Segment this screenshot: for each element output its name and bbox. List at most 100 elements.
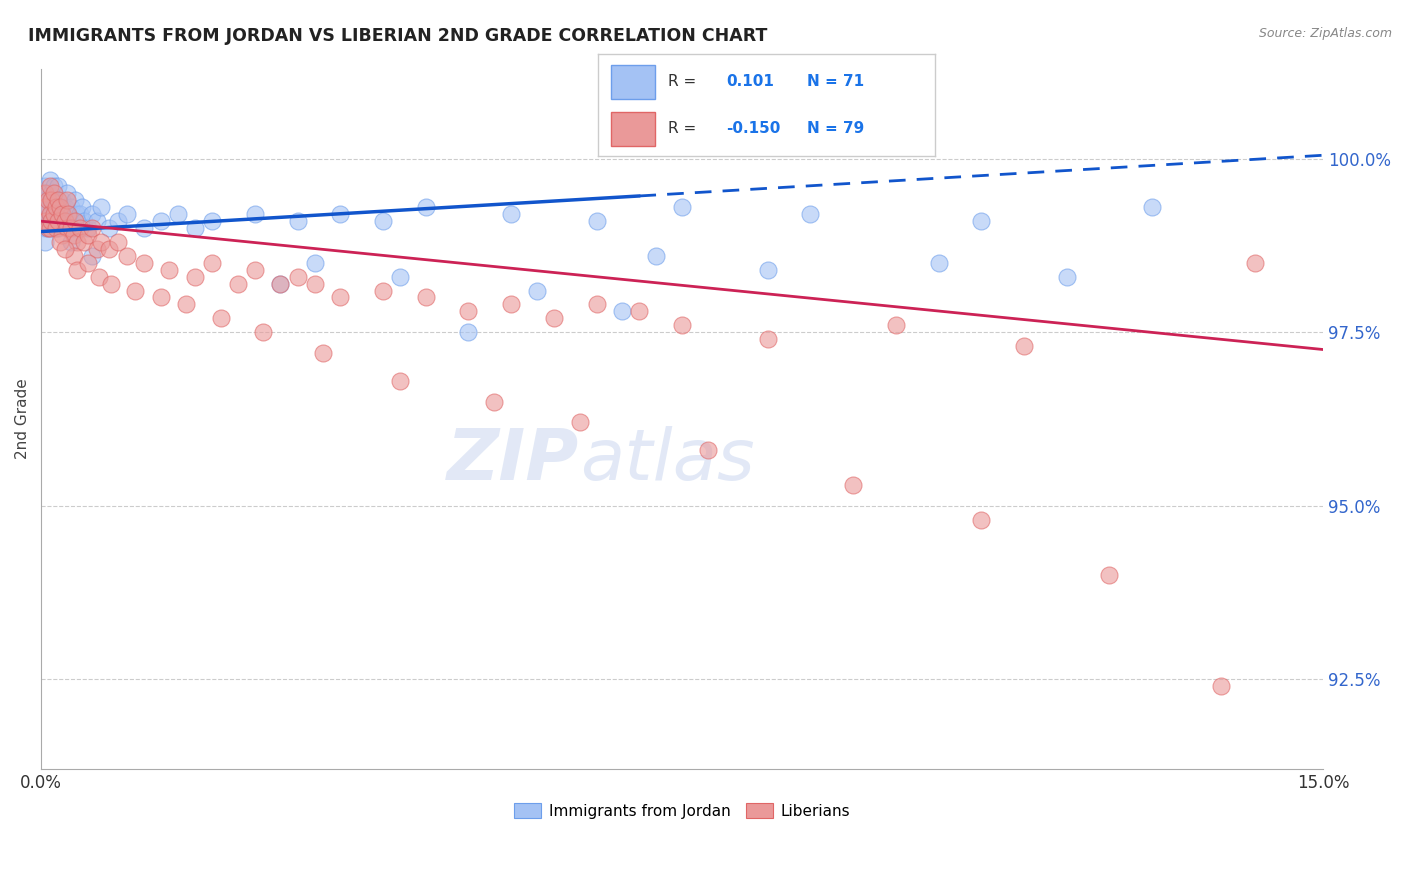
Point	[49, 200, 72, 214]
Point	[62, 249, 84, 263]
Point	[66, 262, 89, 277]
Point	[329, 207, 352, 221]
Point	[34, 194, 56, 208]
Point	[53, 214, 76, 228]
Point	[53, 200, 76, 214]
Point	[176, 297, 198, 311]
Point	[46, 200, 69, 214]
Point	[415, 200, 437, 214]
Point	[671, 200, 693, 214]
Text: R =: R =	[668, 74, 696, 88]
Point	[66, 207, 89, 221]
Point	[482, 394, 505, 409]
Point	[42, 200, 65, 214]
Point	[41, 207, 63, 221]
Point	[37, 221, 59, 235]
Point	[132, 256, 155, 270]
Point	[55, 194, 77, 208]
Point	[89, 269, 111, 284]
Point	[73, 235, 96, 249]
Point	[115, 207, 138, 221]
Point	[37, 186, 59, 201]
Point	[157, 262, 180, 277]
Text: atlas: atlas	[579, 426, 754, 495]
Point	[41, 186, 63, 201]
Point	[201, 214, 224, 228]
Point	[1140, 200, 1163, 214]
Point	[1243, 256, 1265, 270]
Point	[98, 221, 121, 235]
Point	[73, 214, 96, 228]
Point	[58, 207, 80, 221]
Point	[645, 249, 668, 263]
Point	[543, 311, 565, 326]
Point	[389, 374, 412, 388]
Point	[167, 207, 190, 221]
Point	[42, 186, 65, 201]
Point	[38, 207, 60, 221]
Point	[82, 249, 104, 263]
Point	[34, 221, 56, 235]
Point	[45, 221, 67, 235]
Point	[304, 277, 326, 291]
Text: ZIP: ZIP	[447, 426, 579, 495]
Point	[42, 207, 65, 221]
Point	[34, 179, 56, 194]
Point	[201, 256, 224, 270]
Point	[671, 318, 693, 333]
Point	[55, 186, 77, 201]
Point	[799, 207, 821, 221]
Point	[415, 291, 437, 305]
Point	[252, 325, 274, 339]
Point	[34, 207, 56, 221]
Point	[66, 235, 89, 249]
Point	[46, 179, 69, 194]
Point	[184, 269, 207, 284]
FancyBboxPatch shape	[612, 112, 655, 145]
Point	[98, 242, 121, 256]
Point	[34, 186, 56, 201]
Point	[82, 221, 104, 235]
Point	[45, 214, 67, 228]
Point	[568, 416, 591, 430]
Point	[209, 311, 232, 326]
Point	[287, 214, 309, 228]
Point	[970, 512, 993, 526]
Text: -0.150: -0.150	[725, 121, 780, 136]
Point	[756, 332, 779, 346]
Point	[49, 235, 72, 249]
Point	[1098, 568, 1121, 582]
Point	[53, 242, 76, 256]
Point	[58, 207, 80, 221]
Point	[34, 235, 56, 249]
Point	[55, 221, 77, 235]
Point	[62, 228, 84, 243]
Point	[628, 304, 651, 318]
Text: 0.101: 0.101	[725, 74, 773, 88]
Point	[51, 214, 73, 228]
Point	[457, 304, 479, 318]
Point	[184, 221, 207, 235]
Point	[37, 221, 59, 235]
Point	[51, 194, 73, 208]
Point	[756, 262, 779, 277]
Point	[124, 284, 146, 298]
Point	[82, 207, 104, 221]
Point	[226, 277, 249, 291]
Y-axis label: 2nd Grade: 2nd Grade	[15, 378, 30, 459]
Point	[107, 214, 129, 228]
Point	[90, 235, 112, 249]
FancyBboxPatch shape	[612, 65, 655, 99]
Point	[46, 221, 69, 235]
Point	[457, 325, 479, 339]
Point	[55, 214, 77, 228]
Point	[287, 269, 309, 284]
Point	[526, 284, 548, 298]
Point	[371, 214, 394, 228]
Text: Source: ZipAtlas.com: Source: ZipAtlas.com	[1258, 27, 1392, 40]
Point	[51, 228, 73, 243]
Point	[62, 214, 84, 228]
Point	[86, 214, 108, 228]
Point	[42, 221, 65, 235]
Point	[90, 200, 112, 214]
